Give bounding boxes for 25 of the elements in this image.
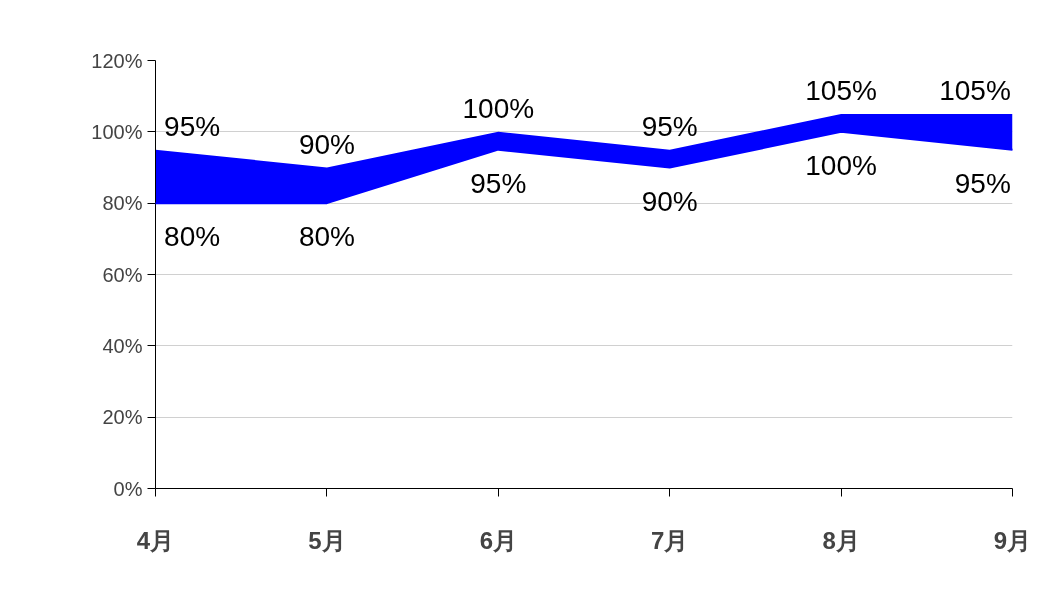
y-tick-label: 100% <box>91 120 143 143</box>
x-tick-label: 4月 <box>136 526 175 554</box>
x-tick-label: 6月 <box>479 526 517 554</box>
data-label: 95% <box>470 167 527 199</box>
data-label: 100% <box>462 92 535 124</box>
data-label: 105% <box>939 75 1011 106</box>
data-label: 105% <box>805 75 877 106</box>
y-tick-label: 80% <box>102 192 143 215</box>
data-label: 95% <box>164 110 221 142</box>
x-tick-label: 5月 <box>308 526 346 554</box>
data-label: 90% <box>298 128 355 160</box>
x-tick-label: 7月 <box>651 526 689 554</box>
y-tick-label: 0% <box>113 477 143 500</box>
x-tick-label: 8月 <box>822 526 860 554</box>
y-tick-label: 60% <box>102 263 143 286</box>
data-label: 90% <box>641 185 698 217</box>
y-tick-label: 120% <box>91 49 143 72</box>
data-label: 95% <box>954 167 1011 199</box>
y-tick-label: 40% <box>102 334 143 357</box>
data-label: 80% <box>298 221 355 253</box>
x-tick-label: 9月 <box>993 526 1032 554</box>
data-label: 95% <box>641 110 698 142</box>
data-label: 80% <box>164 221 221 253</box>
data-label: 100% <box>805 149 877 181</box>
y-tick-label: 20% <box>102 406 143 429</box>
